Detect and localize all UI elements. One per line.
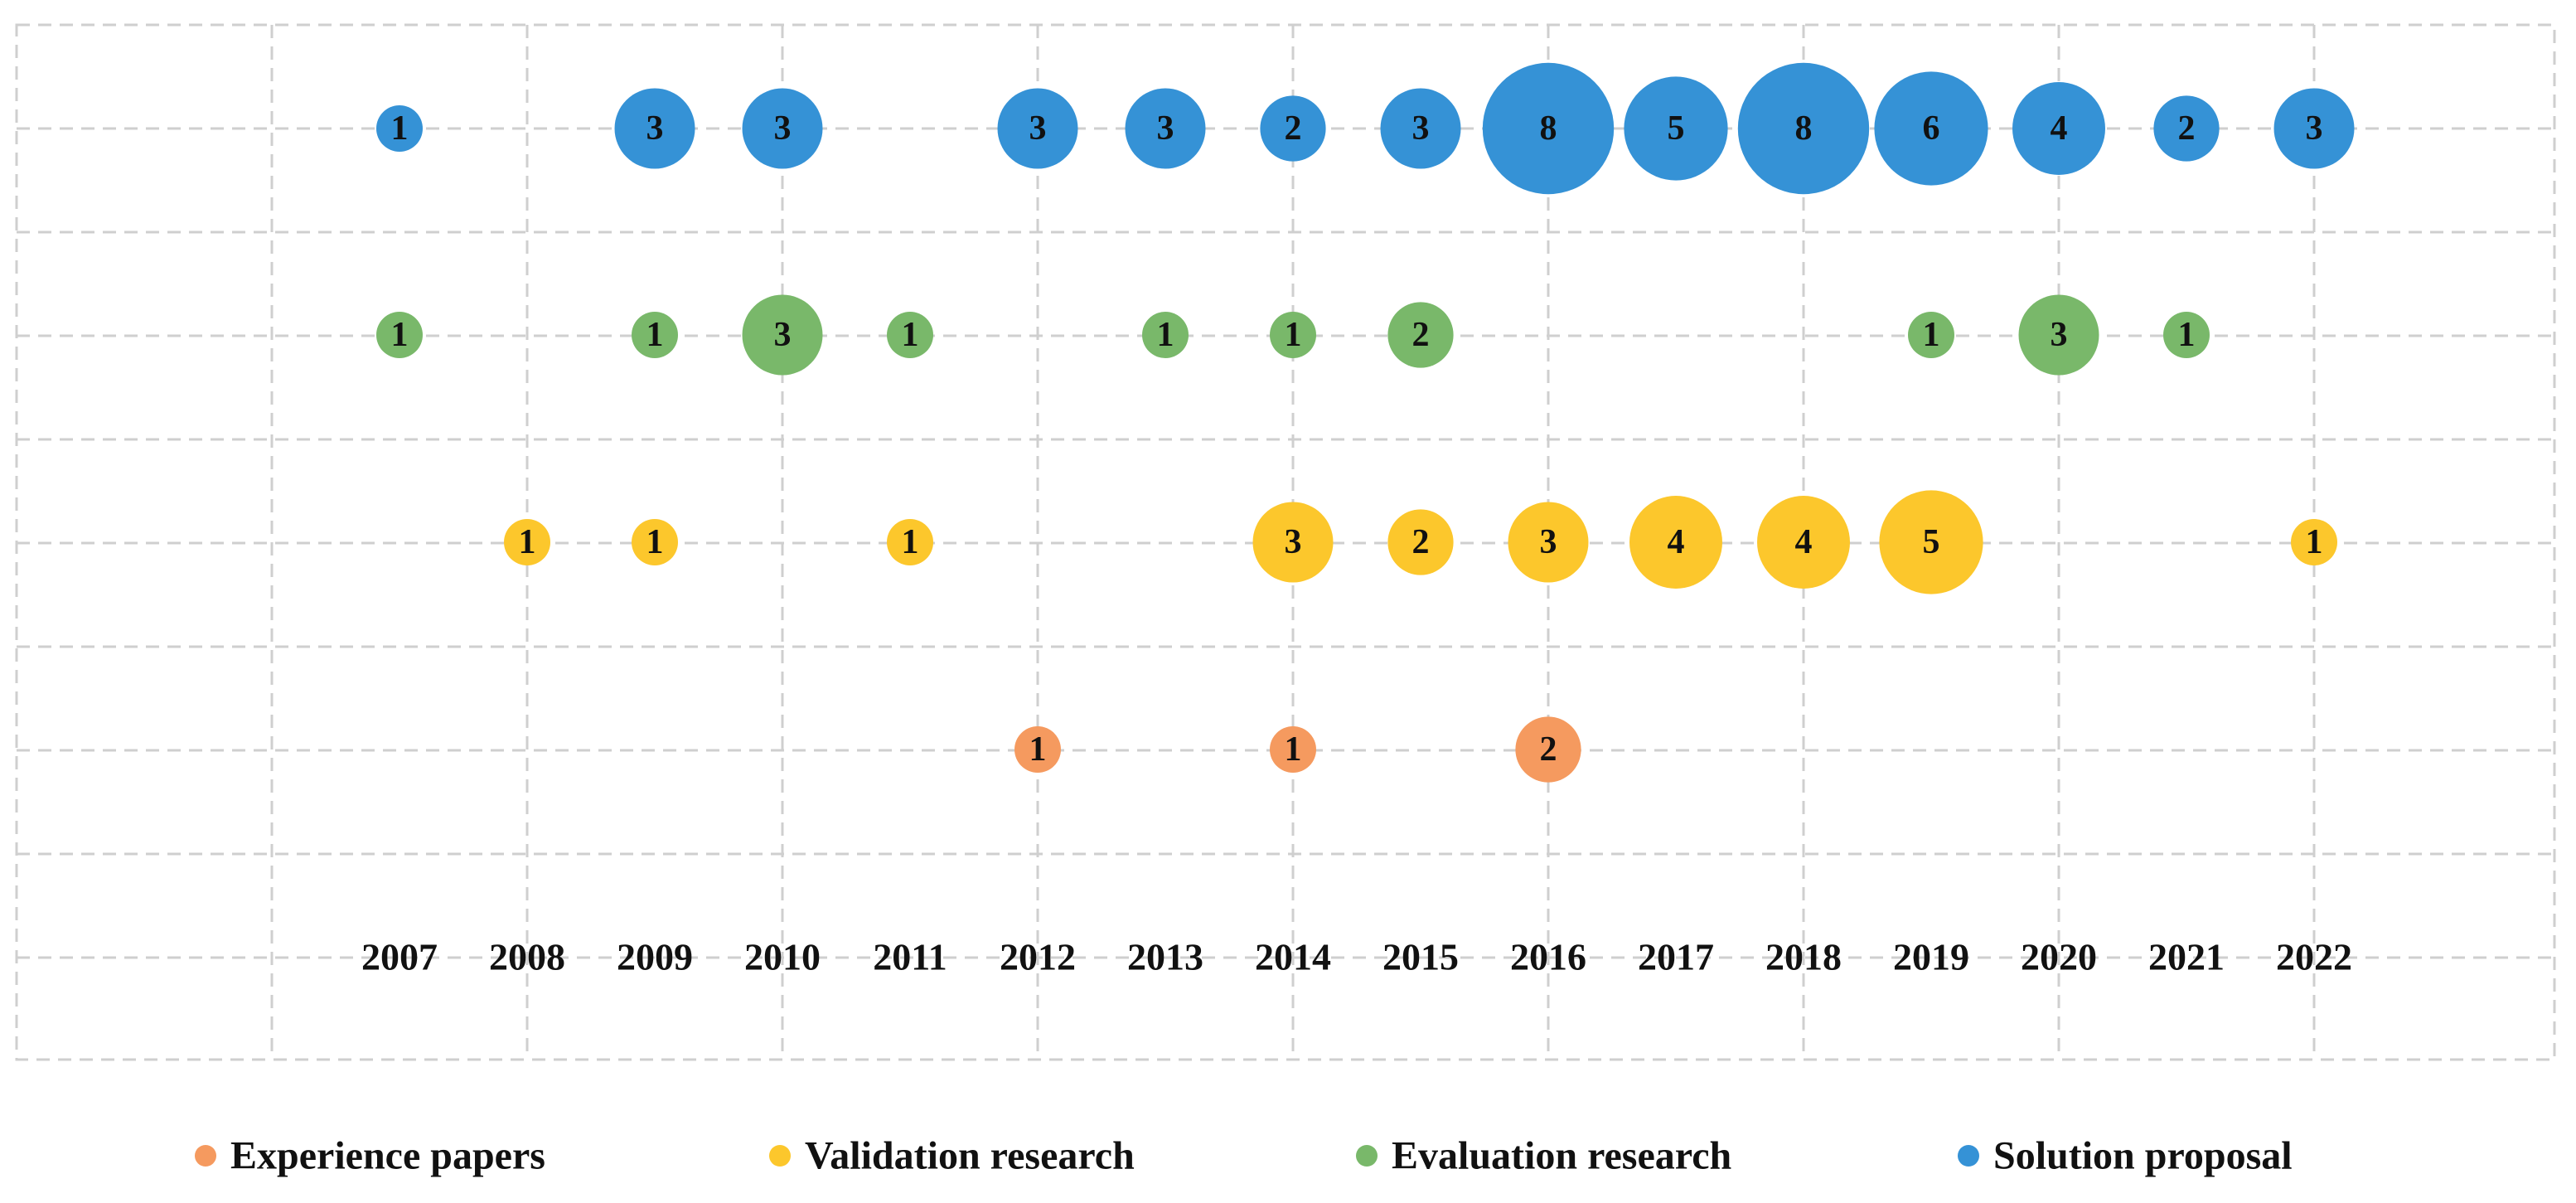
- bubble: [2163, 312, 2210, 358]
- bubble: [2153, 95, 2220, 162]
- data-label: 1: [519, 523, 536, 561]
- x-tick-label: 2022: [2276, 936, 2352, 978]
- bubble: [1387, 509, 1454, 575]
- data-label: 3: [2306, 109, 2323, 148]
- data-label: 3: [774, 316, 792, 354]
- bubble: [1125, 88, 1206, 169]
- data-label: 3: [1157, 109, 1174, 148]
- x-tick-label: 2016: [1510, 936, 1586, 978]
- x-tick-label: 2020: [2021, 936, 2097, 978]
- bubble: [376, 105, 423, 152]
- bubble: [2273, 88, 2355, 169]
- x-tick-label: 2015: [1382, 936, 1459, 978]
- bubble: [614, 88, 695, 169]
- bubble: [1252, 502, 1334, 583]
- bubble: [1874, 71, 1988, 186]
- bubble: [1380, 88, 1461, 169]
- data-label: 4: [2051, 109, 2068, 148]
- legend-label: Experience papers: [230, 1134, 545, 1178]
- data-label: 3: [1540, 523, 1557, 561]
- data-label: 1: [1029, 730, 1047, 769]
- data-label: 1: [391, 316, 409, 354]
- data-label: 3: [1412, 109, 1430, 148]
- bubble: [742, 88, 823, 169]
- bubble: [2018, 294, 2099, 376]
- bubble: [504, 519, 550, 565]
- bubble: [1737, 62, 1870, 195]
- bubble: [1142, 312, 1189, 358]
- bubble: [1629, 496, 1722, 589]
- data-label: 3: [646, 109, 664, 148]
- data-label: 1: [391, 109, 409, 148]
- data-label: 2: [1412, 523, 1430, 561]
- bubble: [1482, 62, 1615, 195]
- x-tick-label: 2009: [617, 936, 693, 978]
- bubble: [1879, 490, 1983, 594]
- legend-label: Validation research: [805, 1134, 1135, 1178]
- x-tick-label: 2007: [361, 936, 438, 978]
- x-tick-label: 2021: [2148, 936, 2225, 978]
- data-label: 8: [1540, 109, 1557, 148]
- data-label: 8: [1795, 109, 1813, 148]
- data-label: 3: [1029, 109, 1047, 148]
- bubble: [1270, 726, 1316, 773]
- x-tick-label: 2014: [1255, 936, 1331, 978]
- legend-marker: [769, 1145, 791, 1167]
- bubble: [1014, 726, 1061, 773]
- bubble: [376, 312, 423, 358]
- bubble: [632, 519, 678, 565]
- bubble: [632, 312, 678, 358]
- bubble: [887, 519, 933, 565]
- data-label: 1: [646, 523, 664, 561]
- bubble: [887, 312, 933, 358]
- data-label: 6: [1923, 109, 1940, 148]
- x-tick-label: 2019: [1893, 936, 1969, 978]
- data-label: 1: [2306, 523, 2323, 561]
- bubble: [2012, 82, 2105, 175]
- bubble: [1515, 716, 1581, 783]
- data-label: 1: [902, 316, 919, 354]
- legend-label: Evaluation research: [1392, 1134, 1731, 1178]
- data-label: 2: [1540, 730, 1557, 769]
- data-label: 3: [774, 109, 792, 148]
- x-tick-label: 2012: [1000, 936, 1076, 978]
- bubble: [1260, 95, 1326, 162]
- x-tick-label: 2013: [1127, 936, 1203, 978]
- data-label: 1: [646, 316, 664, 354]
- bubble: [1270, 312, 1316, 358]
- legend-marker: [195, 1145, 216, 1167]
- legend-marker: [1958, 1145, 1979, 1167]
- x-tick-label: 2011: [873, 936, 947, 978]
- data-label: 2: [2178, 109, 2196, 148]
- bubble: [1387, 302, 1454, 368]
- legend-label: Solution proposal: [1993, 1134, 2293, 1178]
- data-label: 1: [1285, 316, 1302, 354]
- data-label: 1: [1157, 316, 1174, 354]
- data-label: 4: [1795, 523, 1813, 561]
- bubble: [1508, 502, 1589, 583]
- data-label: 1: [1923, 316, 1940, 354]
- bubble: [1908, 312, 1954, 358]
- bubble: [1624, 76, 1728, 181]
- data-label: 5: [1668, 109, 1685, 148]
- data-label: 2: [1412, 316, 1430, 354]
- x-tick-label: 2010: [744, 936, 821, 978]
- bubble: [2291, 519, 2337, 565]
- legend-marker: [1356, 1145, 1378, 1167]
- data-label: 1: [1285, 730, 1302, 769]
- data-label: 1: [2178, 316, 2196, 354]
- bubble: [742, 294, 823, 376]
- x-tick-label: 2018: [1765, 936, 1842, 978]
- data-label: 2: [1285, 109, 1302, 148]
- bubble: [997, 88, 1078, 169]
- bubble: [1757, 496, 1850, 589]
- data-label: 3: [1285, 523, 1302, 561]
- data-label: 3: [2051, 316, 2068, 354]
- data-label: 5: [1923, 523, 1940, 561]
- data-label: 1: [902, 523, 919, 561]
- x-tick-label: 2017: [1638, 936, 1714, 978]
- data-label: 4: [1668, 523, 1685, 561]
- x-tick-label: 2008: [489, 936, 565, 978]
